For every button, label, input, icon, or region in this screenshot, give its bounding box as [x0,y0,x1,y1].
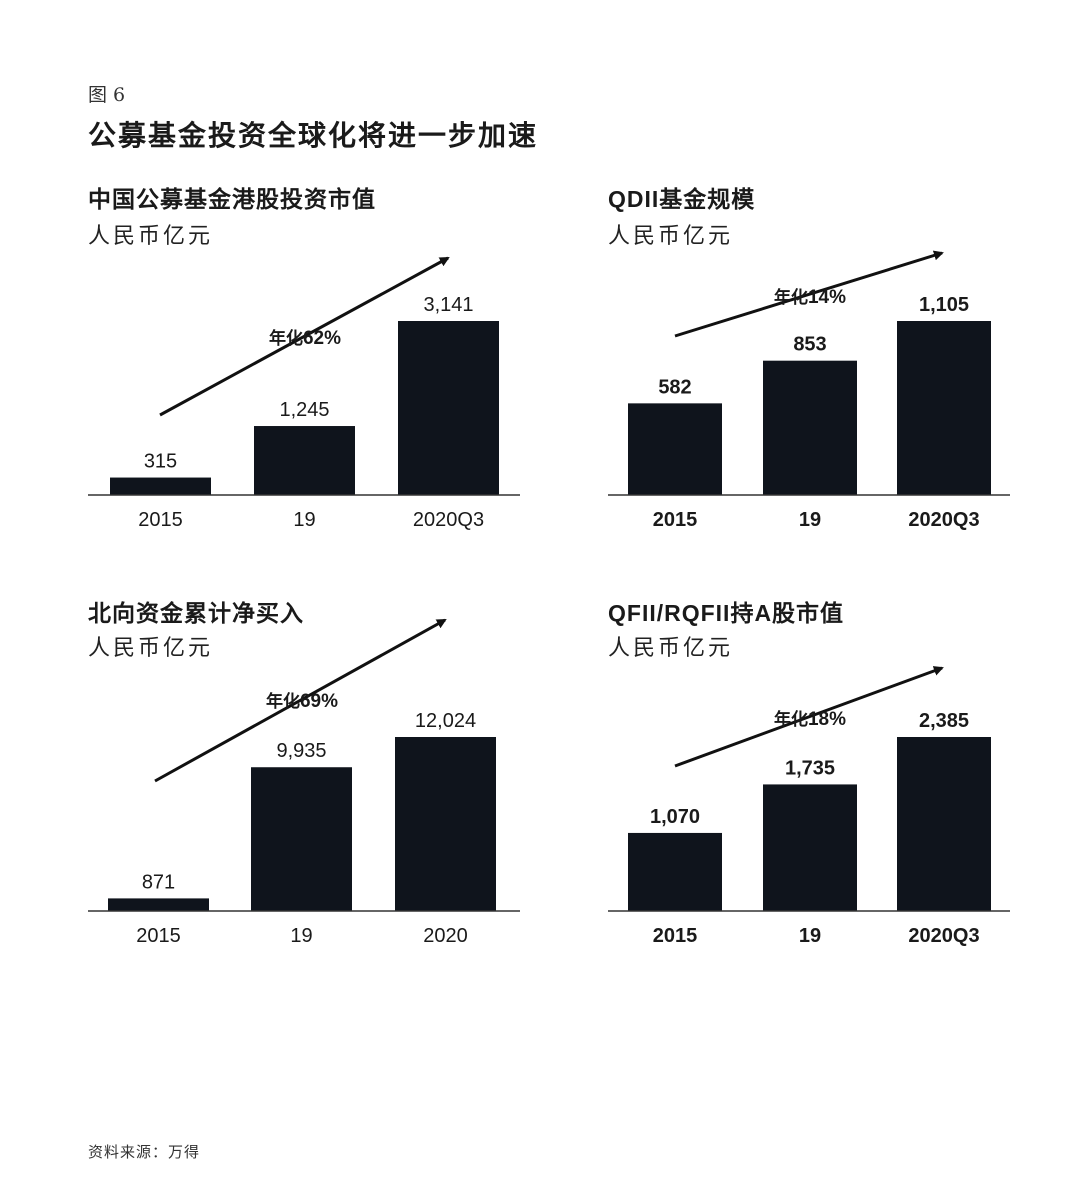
x-tick-label: 2015 [653,925,698,947]
bar [628,832,722,911]
data-label: 1,105 [919,294,969,316]
x-tick-label: 19 [293,509,315,531]
chart-4-unit: 人民币亿元 [608,636,734,661]
data-label: 9,935 [276,740,326,762]
bar [254,426,355,495]
chart-3-unit: 人民币亿元 [88,636,214,661]
bar [110,477,211,495]
data-label: 1,245 [279,399,329,421]
source-note: 资料来源：万得 [88,1143,201,1161]
chart-2-unit: 人民币亿元 [608,224,734,249]
chart-2-title: QDII基金规模 [608,186,756,212]
trend-arrow [674,250,944,338]
data-label: 315 [144,451,177,473]
figure-title: 公募基金投资全球化将进一步加速 [88,119,539,152]
trend-arrow [159,256,450,417]
growth-annotation: 年化69% [266,691,338,712]
chart-1-unit: 人民币亿元 [88,224,214,249]
bar [108,898,209,911]
data-label: 1,735 [785,757,835,779]
x-tick-label: 2020Q3 [908,925,979,947]
x-tick-label: 19 [290,925,312,947]
chart-1-title: 中国公募基金港股投资市值 [88,186,376,213]
data-label: 1,070 [650,806,700,828]
figure-label: 图 6 [88,84,126,106]
bar [763,784,857,911]
bar [251,767,352,911]
chart-3-title: 北向资金累计净买入 [88,600,304,627]
bar [398,321,499,495]
bar [628,403,722,495]
data-label: 3,141 [423,294,473,316]
bar [763,360,857,495]
growth-annotation: 年化62% [269,328,341,349]
bar [395,737,496,911]
x-tick-label: 2020Q3 [413,509,484,531]
x-tick-label: 2015 [138,509,183,531]
chart-4-title: QFII/RQFII持A股市值 [608,600,845,626]
trend-arrow [674,666,944,768]
data-label: 853 [793,334,826,356]
trend-arrow [154,618,447,783]
data-label: 582 [658,376,691,398]
data-label: 12,024 [415,710,476,732]
x-tick-label: 2015 [653,509,698,531]
bar [897,321,991,495]
data-label: 871 [142,871,175,893]
x-tick-label: 2020Q3 [908,509,979,531]
data-label: 2,385 [919,710,969,732]
growth-annotation: 年化18% [774,709,846,730]
x-tick-label: 2015 [136,925,181,947]
x-tick-label: 19 [799,925,821,947]
growth-annotation: 年化14% [774,287,846,308]
bar [897,737,991,911]
x-tick-label: 2020 [423,925,468,947]
x-tick-label: 19 [799,509,821,531]
